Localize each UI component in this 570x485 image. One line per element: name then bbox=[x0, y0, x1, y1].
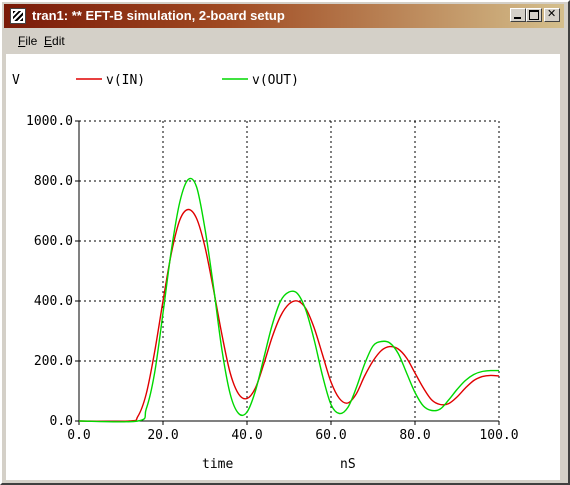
waveform-chart[interactable]: 0.0 200.0 400.0 600.0 800.0 1000.0 0.0 20.0 40.0… bbox=[6, 54, 560, 480]
y-tick-label: 800.0 bbox=[34, 174, 73, 189]
series-line-vout bbox=[78, 177, 500, 423]
app-icon[interactable] bbox=[10, 8, 26, 24]
title-bar[interactable]: tran1: ** EFT-B simulation, 2-board setu… bbox=[4, 4, 564, 28]
y-axis-unit: V bbox=[12, 73, 20, 88]
minimize-button[interactable] bbox=[510, 8, 526, 22]
menu-bar: File Edit bbox=[4, 30, 564, 52]
menu-file[interactable]: File bbox=[18, 34, 38, 48]
close-button[interactable] bbox=[544, 7, 560, 22]
x-tick-label: 100.0 bbox=[479, 428, 518, 443]
plot-frame bbox=[78, 120, 500, 422]
x-tick-label: 80.0 bbox=[399, 428, 430, 443]
x-tick-label: 0.0 bbox=[67, 428, 90, 443]
y-tick-label: 400.0 bbox=[34, 294, 73, 309]
maximize-button[interactable] bbox=[526, 8, 542, 22]
legend-label: v(IN) bbox=[106, 73, 145, 88]
x-axis-label: time bbox=[202, 457, 233, 472]
window-title: tran1: ** EFT-B simulation, 2-board setu… bbox=[32, 8, 285, 23]
x-tick-label: 20.0 bbox=[147, 428, 178, 443]
y-tick-label: 0.0 bbox=[50, 414, 73, 429]
series-line-vin bbox=[78, 208, 500, 423]
x-tick-label: 40.0 bbox=[231, 428, 262, 443]
y-tick-label: 1000.0 bbox=[26, 114, 73, 129]
y-tick-label: 600.0 bbox=[34, 234, 73, 249]
x-axis-unit: nS bbox=[340, 457, 356, 472]
legend-label: v(OUT) bbox=[252, 73, 299, 88]
menu-edit[interactable]: Edit bbox=[44, 34, 65, 48]
y-tick-label: 200.0 bbox=[34, 354, 73, 369]
plot-area[interactable]: 0.0 200.0 400.0 600.0 800.0 1000.0 0.0 20.0 40.0… bbox=[6, 54, 560, 480]
x-tick-label: 60.0 bbox=[315, 428, 346, 443]
